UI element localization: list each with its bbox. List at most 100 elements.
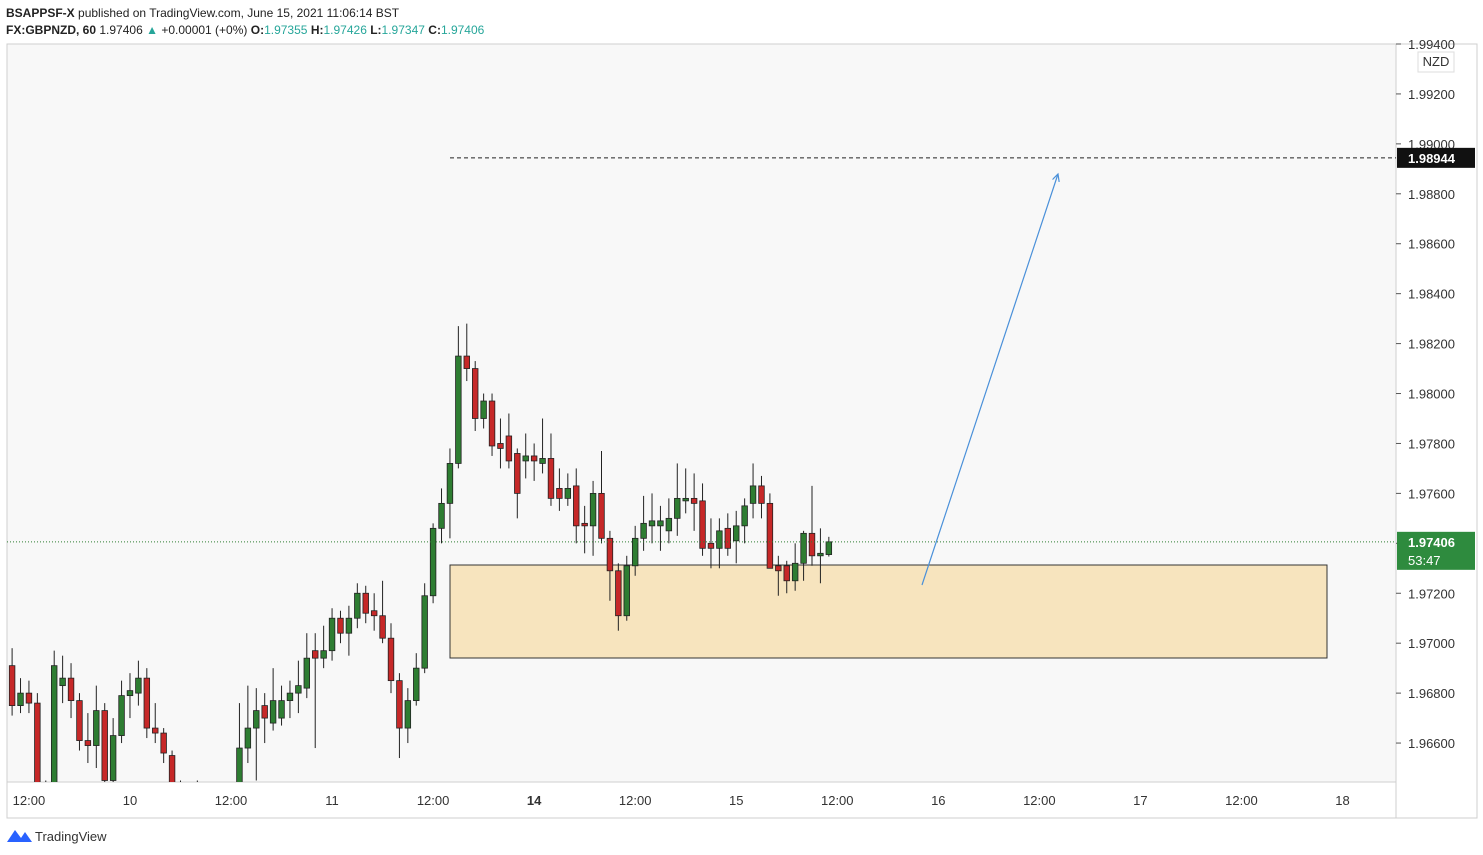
candle-body xyxy=(463,355,470,369)
up-triangle: ▲ xyxy=(146,23,158,37)
candle-body xyxy=(295,685,302,694)
candle-body xyxy=(312,650,319,659)
candle-body xyxy=(328,617,336,652)
candle-body xyxy=(800,532,807,564)
candle-body xyxy=(573,485,580,527)
y-tick-label: 1.98600 xyxy=(1408,237,1455,252)
price-axis xyxy=(1395,43,1478,819)
h-label: H: xyxy=(311,23,324,37)
candle-body xyxy=(236,747,243,782)
candle-body xyxy=(286,692,294,702)
candle-body xyxy=(379,615,386,639)
candle-body xyxy=(547,458,555,499)
candle-body xyxy=(320,650,327,659)
target-label-box xyxy=(1397,147,1475,168)
candle-body xyxy=(413,667,420,702)
candle-body xyxy=(51,665,58,782)
currency: NZD xyxy=(1423,54,1450,69)
candle-body xyxy=(244,727,252,749)
l-value: 1.97347 xyxy=(382,23,426,37)
y-tick-label: 1.98200 xyxy=(1408,337,1455,352)
plot xyxy=(7,157,1396,782)
candle-body xyxy=(160,732,167,754)
target-label: 1.98944 xyxy=(1408,151,1456,166)
candle-body xyxy=(17,692,24,707)
y-tick-label: 1.97800 xyxy=(1408,436,1455,451)
x-tick-label: 15 xyxy=(729,793,743,808)
candle-body xyxy=(421,595,428,669)
y-tick-label: 1.96600 xyxy=(1408,736,1455,751)
candle-body xyxy=(303,657,310,689)
candle-body xyxy=(480,400,487,419)
candle-body xyxy=(446,463,454,504)
candle-body xyxy=(337,617,344,634)
candle-body xyxy=(775,565,782,572)
x-tick-label: 12:00 xyxy=(821,793,854,808)
candle-body xyxy=(783,565,790,582)
projection-arrow xyxy=(921,174,1058,586)
h-value: 1.97426 xyxy=(323,23,367,37)
candle-body xyxy=(716,530,723,549)
x-tick-label: 14 xyxy=(527,793,542,808)
candle-body xyxy=(724,527,731,549)
x-tick-label: 18 xyxy=(1335,793,1349,808)
y-tick-label: 1.99400 xyxy=(1408,37,1455,52)
candle-body xyxy=(126,690,134,697)
candle-body xyxy=(733,525,740,542)
time-axis xyxy=(6,781,1397,819)
candle-body xyxy=(631,537,639,567)
y-tick-label: 1.97600 xyxy=(1408,486,1455,501)
candle-body xyxy=(539,458,546,464)
x-tick-label: 12:00 xyxy=(13,793,46,808)
candle-body xyxy=(657,520,664,527)
candle-body xyxy=(84,740,92,746)
c-value: 1.97406 xyxy=(441,23,485,37)
candle-body xyxy=(404,700,412,729)
candle-body xyxy=(690,497,698,504)
candle-body xyxy=(682,497,689,502)
candle-body xyxy=(143,677,151,729)
x-tick-label: 12:00 xyxy=(619,793,652,808)
logo-icon xyxy=(7,830,32,842)
y-tick-label: 1.98000 xyxy=(1408,387,1455,402)
candle-body xyxy=(707,542,715,549)
candle-body xyxy=(606,537,614,572)
candle-body xyxy=(791,562,799,582)
candle-body xyxy=(438,502,445,529)
symbol: FX:GBPNZD, 60 xyxy=(6,23,96,37)
plot-area xyxy=(6,43,1397,783)
x-tick-label: 11 xyxy=(325,793,339,808)
candle-body xyxy=(749,485,757,504)
footer-logo xyxy=(7,830,32,842)
candle-body xyxy=(741,505,748,527)
candle-body xyxy=(640,522,647,539)
candle-body xyxy=(581,522,588,527)
candle-body xyxy=(25,692,33,704)
candle-body xyxy=(152,727,159,734)
candle-body xyxy=(530,455,538,462)
candle-body xyxy=(109,735,117,781)
candle-body xyxy=(766,502,774,569)
candle-body xyxy=(261,705,268,719)
y-tick-label: 1.96800 xyxy=(1408,686,1455,701)
y-tick-label: 1.97000 xyxy=(1408,636,1455,651)
candle-body xyxy=(396,680,403,729)
y-tick-label: 1.99200 xyxy=(1408,87,1455,102)
candle-body xyxy=(589,492,597,527)
candle-body xyxy=(269,700,277,724)
y-tick-label: 1.98400 xyxy=(1408,287,1455,302)
candle-body xyxy=(623,565,630,617)
last-price-label: 1.97406 xyxy=(1408,535,1455,550)
candle-body xyxy=(505,435,513,462)
candle-body xyxy=(471,368,479,419)
candle-body xyxy=(59,677,66,687)
x-tick-label: 17 xyxy=(1133,793,1147,808)
currency-box xyxy=(1417,51,1455,73)
candle-body xyxy=(278,700,285,719)
candle-body xyxy=(8,665,16,707)
candle-body xyxy=(699,500,706,549)
candle-body xyxy=(135,677,142,694)
candle-body xyxy=(34,702,41,782)
c-label: C: xyxy=(428,23,441,37)
